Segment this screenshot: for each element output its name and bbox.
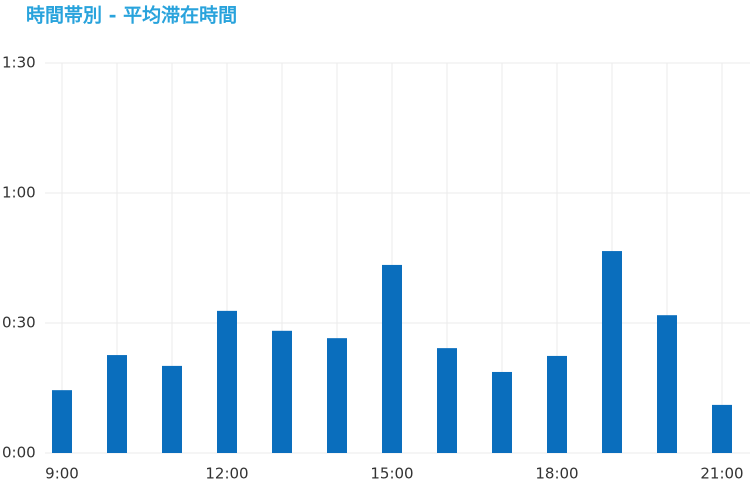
y-tick-label: 0:00 xyxy=(2,444,36,462)
x-tick-label: 18:00 xyxy=(535,465,578,483)
bar xyxy=(712,404,732,453)
bar xyxy=(602,251,622,453)
x-tick-label: 12:00 xyxy=(205,465,248,483)
x-tick-label: 15:00 xyxy=(370,465,413,483)
bar xyxy=(162,365,182,453)
y-tick-label: 1:30 xyxy=(2,54,36,72)
bar xyxy=(272,330,292,453)
bar xyxy=(437,348,457,453)
x-tick-label: 9:00 xyxy=(45,465,79,483)
y-tick-label: 1:00 xyxy=(2,184,36,202)
bar xyxy=(492,371,512,453)
y-tick-label: 0:30 xyxy=(2,314,36,332)
chart-title: 時間帯別 - 平均滞在時間 xyxy=(26,4,237,27)
bar xyxy=(107,355,127,453)
x-tick-label: 21:00 xyxy=(700,465,743,483)
bar xyxy=(657,315,677,453)
bar xyxy=(327,338,347,453)
bar xyxy=(382,264,402,453)
bar xyxy=(217,310,237,453)
bar xyxy=(547,355,567,453)
bar xyxy=(52,390,72,453)
